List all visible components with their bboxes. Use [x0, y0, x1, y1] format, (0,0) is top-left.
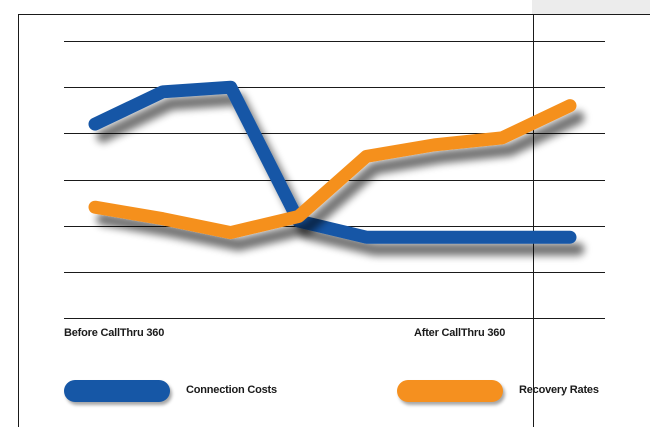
series-line-connection-costs: [88, 80, 577, 244]
legend-swatch: [397, 380, 503, 402]
legend-label: Recovery Rates: [519, 384, 599, 396]
legend-swatch: [64, 380, 170, 402]
series-line-recovery-rates: [88, 99, 577, 240]
chart-frame: [18, 14, 534, 427]
x-tick-label: Before CallThru 360: [64, 327, 165, 339]
corner-tab: [532, 0, 650, 14]
legend-label: Connection Costs: [186, 384, 277, 396]
frame-top-extension: [532, 14, 650, 15]
series-layer: [88, 80, 577, 244]
x-tick-label: After CallThru 360: [414, 327, 506, 339]
